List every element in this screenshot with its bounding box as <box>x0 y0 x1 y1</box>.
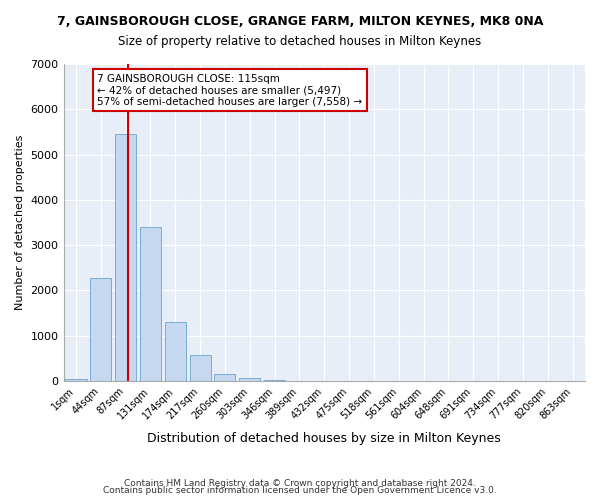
X-axis label: Distribution of detached houses by size in Milton Keynes: Distribution of detached houses by size … <box>148 432 501 445</box>
Text: 7, GAINSBOROUGH CLOSE, GRANGE FARM, MILTON KEYNES, MK8 0NA: 7, GAINSBOROUGH CLOSE, GRANGE FARM, MILT… <box>57 15 543 28</box>
Bar <box>214 374 235 381</box>
Text: Contains HM Land Registry data © Crown copyright and database right 2024.: Contains HM Land Registry data © Crown c… <box>124 478 476 488</box>
Bar <box>90 278 112 381</box>
Bar <box>65 378 86 381</box>
Bar <box>115 134 136 381</box>
Bar <box>140 227 161 381</box>
Bar <box>190 355 211 381</box>
Bar <box>165 322 186 381</box>
Bar <box>239 378 260 381</box>
Bar <box>264 380 285 381</box>
Text: Contains public sector information licensed under the Open Government Licence v3: Contains public sector information licen… <box>103 486 497 495</box>
Y-axis label: Number of detached properties: Number of detached properties <box>15 135 25 310</box>
Text: 7 GAINSBOROUGH CLOSE: 115sqm
← 42% of detached houses are smaller (5,497)
57% of: 7 GAINSBOROUGH CLOSE: 115sqm ← 42% of de… <box>97 74 362 106</box>
Text: Size of property relative to detached houses in Milton Keynes: Size of property relative to detached ho… <box>118 35 482 48</box>
